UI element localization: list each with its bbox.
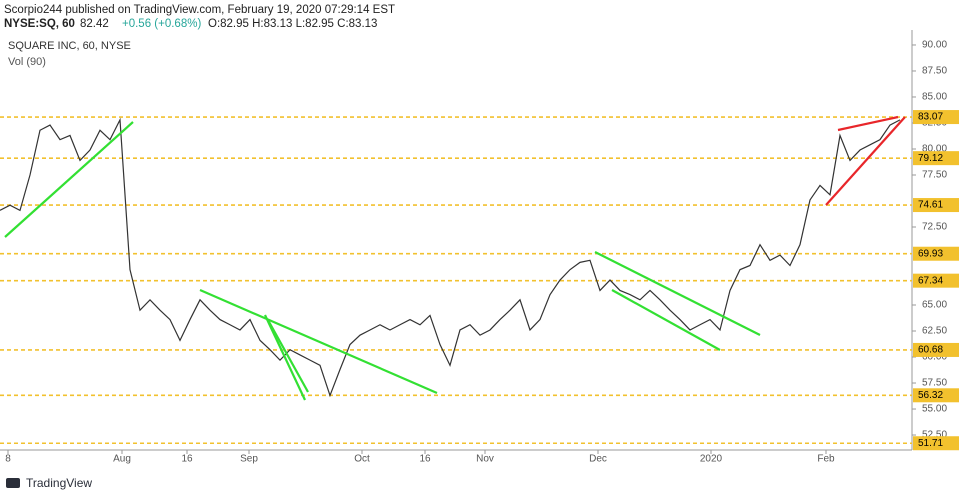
symbol: NYSE:SQ, 60 <box>4 18 75 30</box>
x-tick-label: 2020 <box>700 454 723 465</box>
footer-logo: TradingView <box>6 476 92 490</box>
y-tick-label: 85.00 <box>922 92 947 103</box>
y-tick-label: 62.50 <box>922 326 947 337</box>
y-tick-label: 87.50 <box>922 66 947 77</box>
x-tick-label: Oct <box>354 454 370 465</box>
level-tag <box>913 436 959 451</box>
level-tag <box>913 151 959 166</box>
trendline <box>267 319 309 393</box>
trendline <box>837 115 899 132</box>
y-tick-label: 80.00 <box>922 144 947 155</box>
trendline <box>611 289 721 351</box>
y-tick-label: 77.50 <box>922 170 947 181</box>
y-tick-label: 60.00 <box>922 352 947 363</box>
logo-icon <box>6 478 20 488</box>
y-tick-label: 52.50 <box>922 430 947 441</box>
x-tick-label: 16 <box>419 454 431 465</box>
level-label: 74.61 <box>918 200 943 211</box>
y-tick-label: 55.00 <box>922 404 947 415</box>
level-label: 79.12 <box>918 153 943 164</box>
level-label: 51.71 <box>918 438 943 449</box>
trendline <box>594 251 761 336</box>
x-tick-label: 8 <box>5 454 11 465</box>
level-tag <box>913 110 959 125</box>
publish-line: Scorpio244 published on TradingView.com,… <box>4 4 395 16</box>
last-price: 82.42 <box>80 18 109 30</box>
y-tick-label: 72.50 <box>922 222 947 233</box>
level-tag <box>913 342 959 357</box>
trendline <box>4 121 134 238</box>
ohlc: O:82.95 H:83.13 L:82.95 C:83.13 <box>208 18 377 30</box>
trendline <box>825 116 906 206</box>
level-tag <box>913 198 959 213</box>
x-tick-label: Dec <box>589 454 607 465</box>
chart-title: SQUARE INC, 60, NYSE <box>8 40 131 52</box>
trendline <box>264 314 306 401</box>
level-tag <box>913 246 959 261</box>
level-label: 67.34 <box>918 275 943 286</box>
x-tick-label: Feb <box>817 454 835 465</box>
y-tick-label: 65.00 <box>922 300 947 311</box>
level-tag <box>913 388 959 403</box>
level-label: 69.93 <box>918 248 943 259</box>
y-tick-label: 57.50 <box>922 378 947 389</box>
price-line <box>0 117 901 398</box>
x-tick-label: Aug <box>113 454 131 465</box>
level-label: 60.68 <box>918 345 943 356</box>
y-tick-label: 90.00 <box>922 40 947 51</box>
level-label: 83.07 <box>918 112 943 123</box>
trendlines <box>4 115 906 401</box>
x-tick-label: Sep <box>240 454 258 465</box>
brand: TradingView <box>26 476 92 490</box>
x-tick-label: 16 <box>181 454 193 465</box>
level-label: 56.32 <box>918 390 943 401</box>
chart-subtitle: Vol (90) <box>8 56 46 68</box>
change: +0.56 (+0.68%) <box>122 18 201 30</box>
level-tag <box>913 273 959 288</box>
trendline <box>199 288 438 395</box>
x-tick-label: Nov <box>476 454 494 465</box>
